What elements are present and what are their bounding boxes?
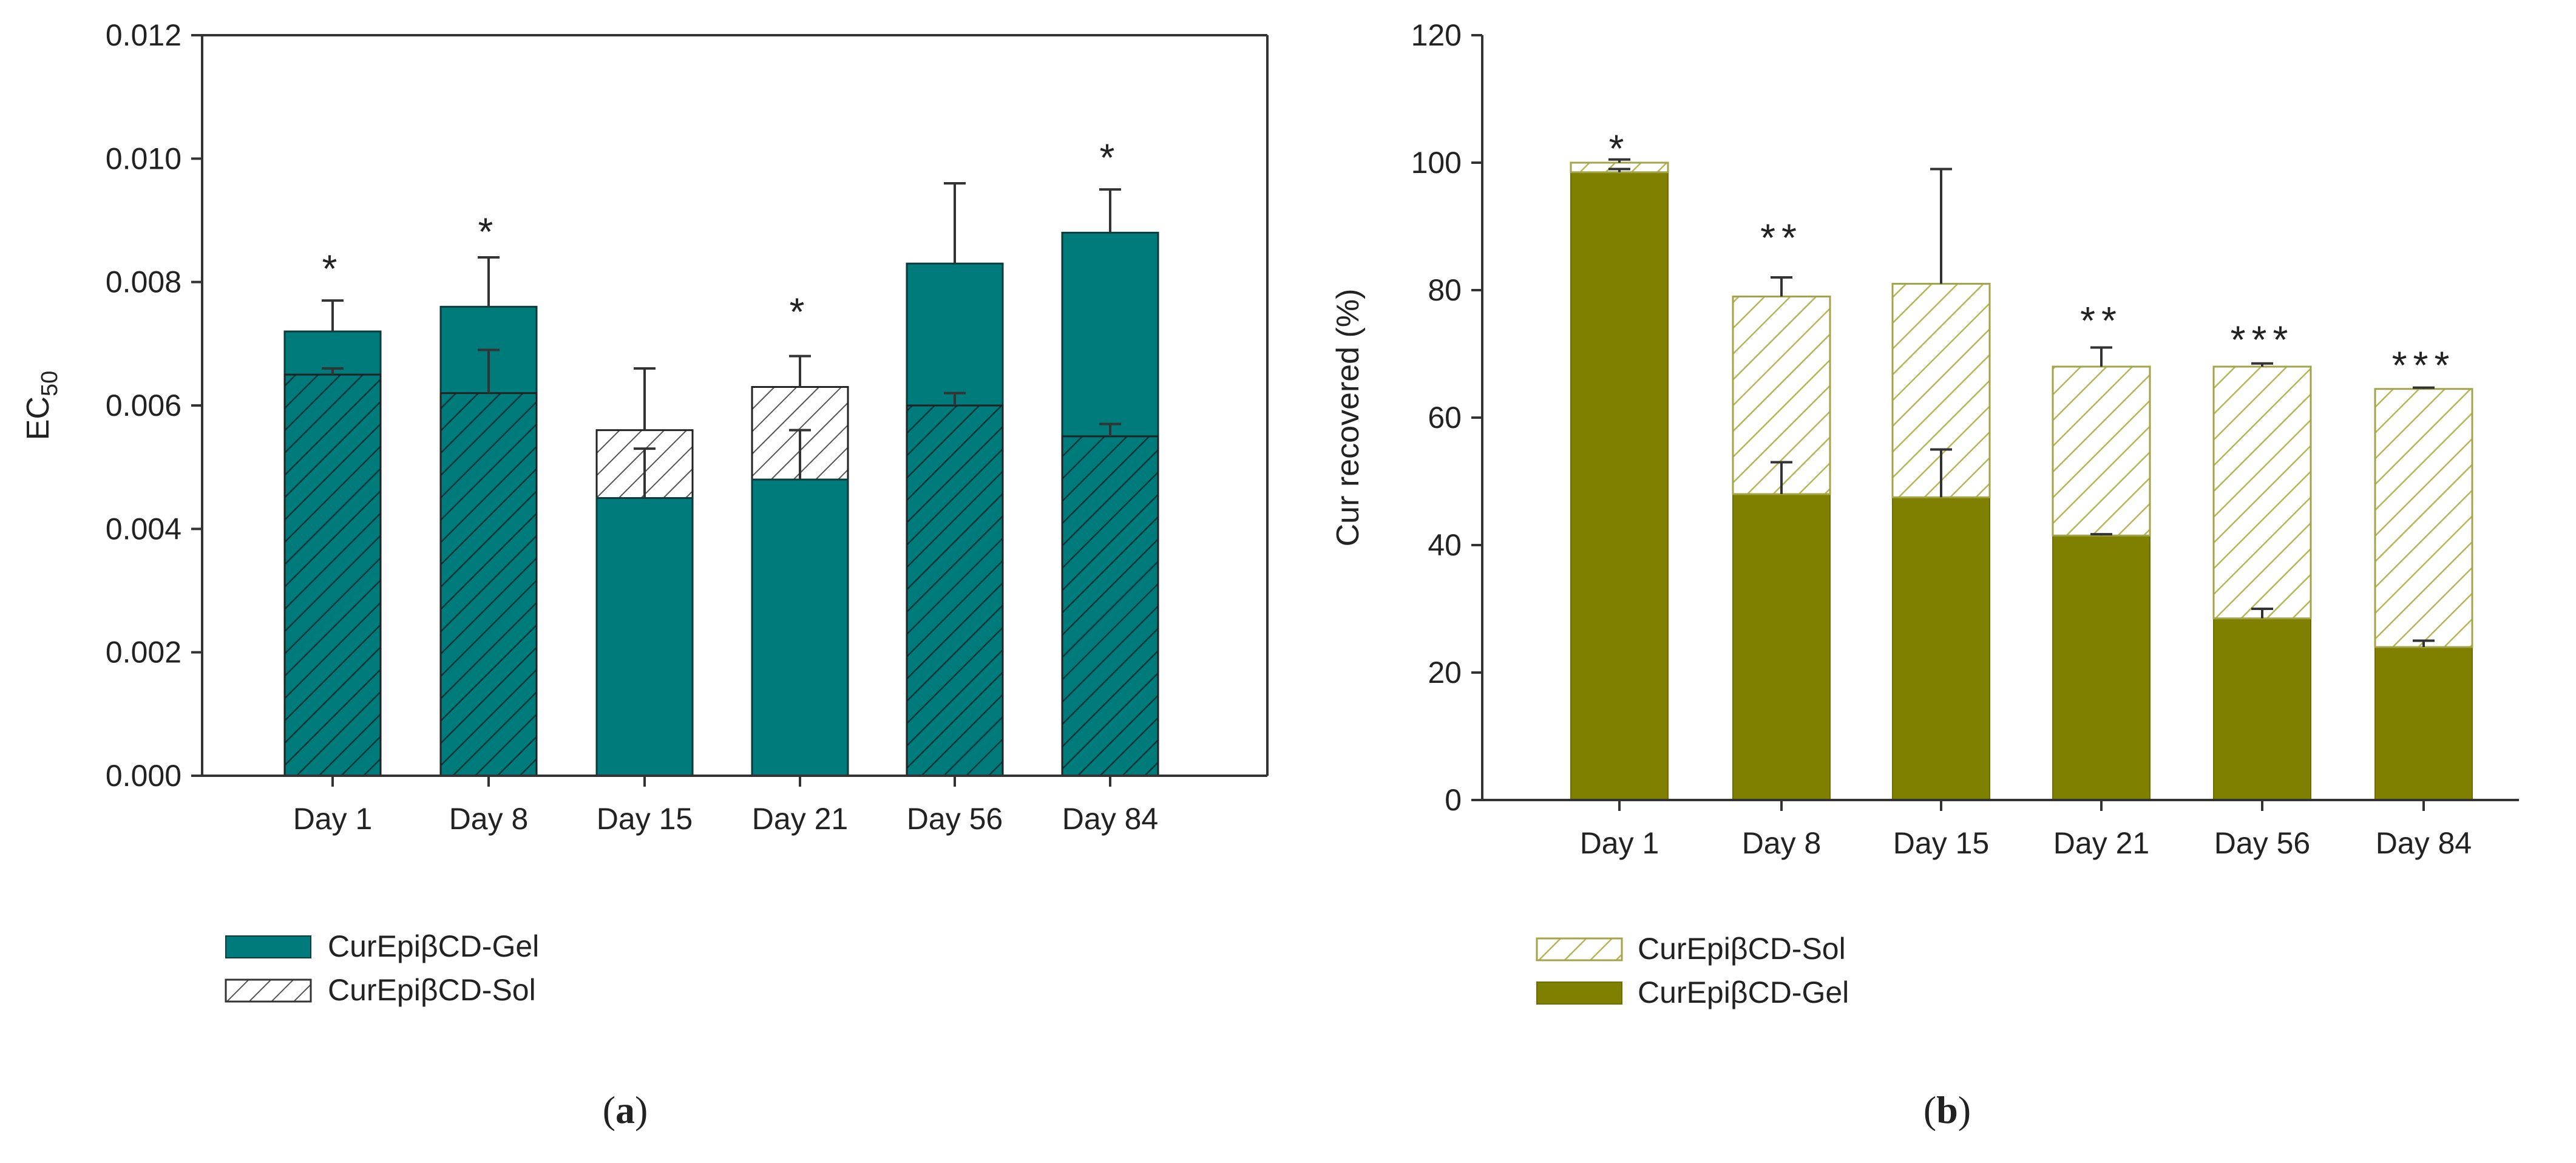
significance-marker: * (1609, 127, 1630, 171)
x-tick-label: Day 1 (293, 802, 373, 836)
bar-gel (751, 478, 849, 777)
bar-gel (2213, 617, 2311, 801)
x-tick-label: Day 1 (1580, 826, 1659, 860)
x-tick-label: Day 15 (1893, 826, 1989, 860)
x-tick-label: Day 84 (2376, 826, 2472, 860)
bar-sol (2374, 388, 2473, 648)
bar-gel (1732, 493, 1831, 801)
x-tick-label: Day 21 (2053, 826, 2149, 860)
bar-gel (595, 497, 694, 777)
y-tick-label: 20 (1428, 656, 1462, 690)
x-tick-label: Day 8 (449, 802, 529, 836)
y-tick-label: 0.006 (106, 388, 181, 422)
significance-marker: * (478, 209, 500, 253)
chart-panel-a: * * * * 0.000 0.002 0.004 0.006 0.008 0.010 0.012… (21, 18, 1269, 1131)
significance-marker: *** (2231, 318, 2294, 362)
caption-b: (b) (1924, 1088, 1971, 1131)
bar-gel (2052, 535, 2151, 801)
y-tick-label: 0.012 (106, 18, 181, 52)
x-tick-label: Day 15 (597, 802, 693, 836)
legend-swatch-sol (225, 978, 312, 1003)
significance-marker: ** (1760, 216, 1803, 260)
x-tick-label: Day 84 (1062, 802, 1158, 836)
y-axis-title: Cur recovered (%) (1330, 289, 1366, 547)
y-tick-label: 0.008 (106, 265, 181, 299)
legend-swatch-sol (1536, 937, 1623, 961)
x-tick-label: Day 56 (2214, 826, 2310, 860)
legend-swatch-gel (1536, 982, 1622, 1005)
significance-marker: * (790, 290, 811, 334)
y-tick-label: 100 (1411, 146, 1462, 180)
legend-label-sol: CurEpiβCD-Sol (1638, 932, 1846, 966)
legend: CurEpiβCD-Sol CurEpiβCD-Gel (1536, 932, 1849, 1009)
x-tick-label: Day 8 (1742, 826, 1822, 860)
significance-marker: *** (2392, 344, 2456, 387)
bar-sol (906, 404, 1004, 777)
x-tick-label: Day 21 (752, 802, 848, 836)
bar-sol (1891, 283, 1991, 498)
bar-sol (1061, 435, 1159, 777)
bar-gel (2374, 646, 2473, 801)
caption-a: (a) (603, 1088, 648, 1131)
bar-sol (2212, 365, 2312, 620)
legend-swatch-gel (225, 935, 311, 958)
bar-sol (439, 392, 538, 777)
y-axis-title-subscript: 50 (37, 371, 63, 396)
bar-gel (1892, 497, 1990, 801)
y-axis-title: EC50 (21, 371, 63, 441)
y-tick-label: 80 (1428, 273, 1462, 307)
y-tick-label: 0.002 (106, 636, 181, 670)
caption-letter-b: b (1936, 1088, 1958, 1131)
y-tick-label: 40 (1428, 528, 1462, 562)
y-tick-label: 0 (1445, 783, 1462, 817)
y-tick-label: 0.010 (106, 141, 181, 175)
legend-label-gel: CurEpiβCD-Gel (328, 929, 539, 963)
y-tick-label: 120 (1411, 18, 1462, 52)
y-tick-label: 0.000 (106, 759, 181, 793)
legend: CurEpiβCD-Gel CurEpiβCD-Sol (225, 929, 539, 1007)
significance-marker: ** (2080, 299, 2123, 342)
y-tick-label: 0.004 (106, 512, 181, 546)
legend-label-gel: CurEpiβCD-Gel (1638, 975, 1849, 1009)
bar-sol (2052, 365, 2151, 537)
caption-letter-a: a (615, 1088, 635, 1131)
significance-marker: * (322, 246, 344, 290)
bar-sol (283, 373, 382, 777)
x-tick-label: Day 56 (907, 802, 1003, 836)
significance-marker: * (1100, 135, 1121, 179)
legend-label-sol: CurEpiβCD-Sol (328, 973, 536, 1007)
bar-gel (1570, 171, 1669, 801)
y-tick-label: 60 (1428, 401, 1462, 435)
